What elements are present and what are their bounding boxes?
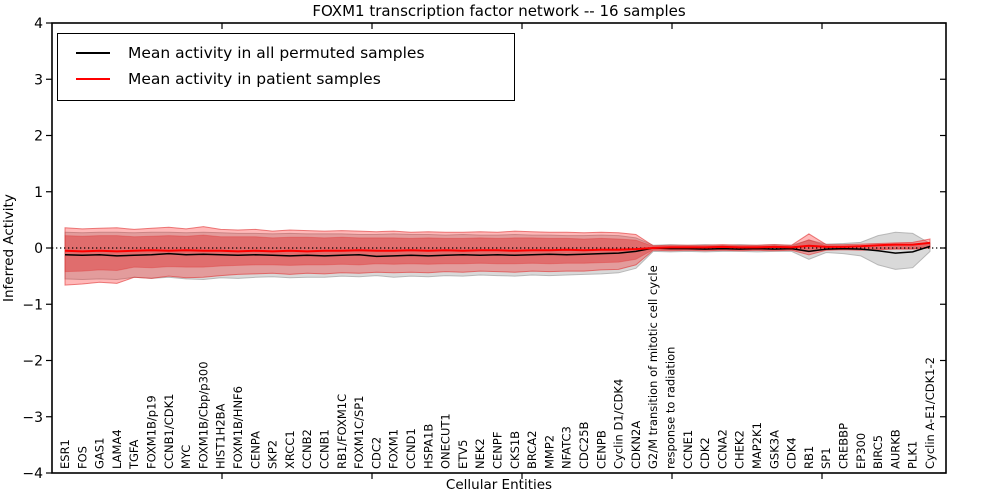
x-category-label: NEK2: [473, 438, 487, 469]
x-category-label: LAMA4: [110, 429, 124, 469]
band-permuted-band: [64, 231, 931, 281]
x-category-label: FOXM1C/SP1: [352, 395, 366, 469]
y-tick-label: −4: [22, 466, 43, 482]
x-category-label: CREBBP: [837, 423, 851, 469]
y-tick-label: 1: [34, 185, 43, 201]
x-category-label: CDKN2A: [629, 421, 643, 469]
x-category-label: ONECUT1: [439, 413, 453, 469]
x-category-label: G2/M transition of mitotic cell cycle: [646, 265, 660, 469]
legend-item-permuted: Mean activity in all permuted samples: [68, 40, 504, 66]
x-axis-label: Cellular Entities: [445, 477, 553, 493]
x-category-label: CCNB1: [318, 429, 332, 469]
y-tick-label: 3: [34, 72, 43, 88]
x-category-label: RB1/FOXM1C: [335, 394, 349, 469]
y-tick-label: 4: [34, 16, 43, 32]
x-category-label: BIRC5: [871, 435, 885, 469]
x-category-label: CDK4: [785, 437, 799, 469]
x-category-label: FOS: [75, 446, 89, 469]
permuted-mean-line: [64, 245, 931, 258]
x-category-label: MMP2: [542, 435, 556, 469]
x-category-label: CDK2: [698, 437, 712, 469]
x-category-label: CENPB: [594, 430, 608, 469]
x-category-label: response to radiation: [664, 347, 678, 469]
y-tick-label: 0: [34, 241, 43, 257]
x-category-label: EP300: [854, 433, 868, 469]
y-tick-label: −1: [22, 297, 43, 313]
x-category-label: ESR1: [58, 439, 72, 469]
x-category-label: GAS1: [93, 438, 107, 469]
x-category-label: ETV5: [456, 440, 470, 469]
x-category-label: TGFA: [127, 440, 141, 470]
red-line-sample: [76, 78, 110, 80]
x-category-label: CKS1B: [508, 431, 522, 469]
black-line-sample: [76, 52, 110, 54]
x-category-label: CCNB1/CDK1: [162, 394, 176, 470]
band-patient-band-outer: [64, 226, 931, 286]
y-tick-label: −3: [22, 410, 43, 426]
y-tick-label: −2: [22, 354, 43, 370]
x-category-label: CENPA: [248, 431, 262, 469]
legend: Mean activity in all permuted samples Me…: [57, 33, 515, 101]
x-category-label: RB1: [802, 446, 816, 469]
band-patient-band-inner: [64, 234, 931, 273]
x-category-label: FOXM1B/Cbp/p300: [196, 361, 210, 469]
legend-label-patient: Mean activity in patient samples: [128, 70, 381, 88]
x-category-label: FOXM1B/p19: [145, 395, 159, 469]
x-category-label: CCNE1: [681, 430, 695, 469]
x-category-label: CDC2: [369, 437, 383, 469]
x-category-label: CDC25B: [577, 421, 591, 469]
x-category-label: FOXM1: [387, 429, 401, 469]
x-category-label: CENPF: [491, 432, 505, 469]
y-tick-label: 2: [34, 129, 43, 145]
x-category-label: HIST1H2BA: [214, 403, 228, 469]
x-category-label: FOXM1B/HNF6: [231, 386, 245, 469]
patient-mean-line: [64, 241, 931, 253]
x-category-label: MAP2K1: [750, 422, 764, 469]
x-category-label: NFATC3: [560, 426, 574, 469]
x-category-label: CCNA2: [715, 429, 729, 469]
x-category-label: CHEK2: [733, 430, 747, 469]
legend-item-patient: Mean activity in patient samples: [68, 66, 504, 92]
x-category-label: Cyclin D1/CDK4: [612, 379, 626, 469]
x-category-label: SP1: [819, 447, 833, 469]
x-category-label: AURKB: [888, 429, 902, 469]
x-category-label: CCNB2: [300, 429, 314, 469]
x-category-label: Cyclin A-E1/CDK1-2: [923, 357, 937, 469]
legend-label-permuted: Mean activity in all permuted samples: [128, 44, 425, 62]
x-category-label: HSPA1B: [421, 424, 435, 469]
chart-title: FOXM1 transcription factor network -- 16…: [312, 2, 686, 20]
x-category-label: GSK3A: [767, 430, 781, 469]
x-category-label: BRCA2: [525, 430, 539, 469]
x-category-label: PLK1: [906, 441, 920, 469]
x-category-label: MYC: [179, 445, 193, 469]
x-category-label: XRCC1: [283, 430, 297, 469]
x-category-label: CCND1: [404, 428, 418, 469]
x-category-label: SKP2: [266, 440, 280, 469]
